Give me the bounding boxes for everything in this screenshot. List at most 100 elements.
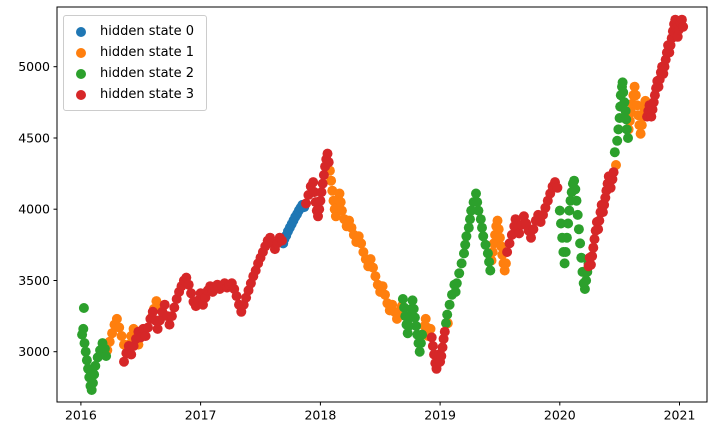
data-point-hidden-state-3 [322,148,333,159]
data-point-hidden-state-2 [407,295,418,306]
data-point-hidden-state-2 [482,248,493,259]
data-point-hidden-state-3 [186,288,197,299]
data-point-hidden-state-2 [459,248,469,259]
data-point-hidden-state-3 [140,331,151,341]
data-point-hidden-state-2 [561,232,572,243]
data-point-hidden-state-3 [587,251,598,262]
data-point-hidden-state-1 [370,271,381,282]
data-point-hidden-state-3 [594,215,605,226]
x-axis-tick-label: 2021 [664,408,696,423]
y-axis-tick-label: 4500 [18,131,50,146]
data-point-hidden-state-2 [559,258,570,269]
y-axis-tick-label: 5000 [18,59,50,74]
data-point-hidden-state-2 [444,299,455,310]
data-point-hidden-state-3 [439,326,450,337]
legend-marker-icon [76,68,86,79]
data-point-hidden-state-1 [380,289,390,300]
legend-item-2: hidden state 2 [72,63,194,84]
data-point-hidden-state-3 [126,349,137,360]
data-point-hidden-state-3 [316,187,327,198]
data-point-hidden-state-2 [414,346,425,357]
data-point-hidden-state-2 [466,205,477,216]
legend-marker-icon [76,47,86,58]
data-point-hidden-state-2 [576,252,587,263]
legend-label: hidden state 0 [100,24,195,39]
data-point-hidden-state-3 [552,182,563,193]
data-point-hidden-state-3 [426,332,437,343]
data-point-hidden-state-2 [465,214,475,225]
data-point-hidden-state-3 [309,187,320,198]
legend-label: hidden state 2 [100,66,195,81]
data-point-hidden-state-1 [356,238,367,249]
data-point-hidden-state-1 [334,188,345,199]
data-point-hidden-state-3 [166,311,177,322]
data-point-hidden-state-3 [143,322,153,333]
data-point-hidden-state-1 [630,90,641,101]
data-point-hidden-state-2 [397,294,408,304]
data-point-hidden-state-2 [78,323,89,334]
data-point-hidden-state-3 [427,341,438,351]
data-point-hidden-state-2 [78,303,89,313]
data-point-hidden-state-3 [436,351,447,361]
legend-marker-icon [76,89,86,100]
data-point-hidden-state-2 [573,224,584,235]
data-point-hidden-state-3 [514,228,525,239]
data-point-hidden-state-3 [169,302,180,313]
legend-label: hidden state 1 [100,45,195,60]
data-point-hidden-state-3 [588,242,599,253]
data-point-hidden-state-3 [585,259,596,270]
data-point-hidden-state-2 [609,147,620,158]
legend-item-0: hidden state 0 [72,21,194,42]
data-point-hidden-state-2 [441,318,451,329]
data-point-hidden-state-2 [473,205,484,216]
data-point-hidden-state-1 [116,331,127,341]
data-point-hidden-state-3 [593,224,604,235]
data-point-hidden-state-2 [572,209,583,220]
data-point-hidden-state-3 [437,342,448,353]
x-axis-tick-label: 2020 [544,408,576,423]
data-point-hidden-state-1 [335,197,346,208]
data-point-hidden-state-3 [159,299,170,310]
data-point-hidden-state-2 [563,218,574,229]
data-point-hidden-state-2 [456,258,467,269]
data-point-hidden-state-2 [450,286,461,297]
data-point-hidden-state-3 [608,167,619,178]
data-point-hidden-state-2 [463,222,474,233]
data-point-hidden-state-2 [579,284,590,294]
data-point-hidden-state-2 [618,87,629,98]
data-point-hidden-state-3 [605,182,616,193]
data-point-hidden-state-3 [152,323,163,334]
data-point-hidden-state-2 [80,346,91,357]
legend-item-1: hidden state 1 [72,42,194,63]
data-point-hidden-state-2 [575,238,586,249]
data-point-hidden-state-2 [484,256,495,267]
data-point-hidden-state-1 [336,205,347,216]
data-point-hidden-state-2 [581,275,592,286]
data-point-hidden-state-2 [461,231,472,242]
data-point-hidden-state-2 [571,195,582,206]
data-point-hidden-state-2 [411,321,422,331]
data-point-hidden-state-1 [365,254,376,265]
data-point-hidden-state-1 [635,128,646,139]
data-point-hidden-state-2 [475,214,486,225]
data-point-hidden-state-1 [151,296,162,307]
y-axis-tick-label: 3000 [18,344,50,359]
data-point-hidden-state-2 [556,218,566,229]
plot-border [56,6,708,403]
data-point-hidden-state-3 [277,235,287,246]
data-point-hidden-state-1 [494,232,505,243]
data-point-hidden-state-2 [87,378,98,388]
data-point-hidden-state-2 [403,321,414,331]
data-point-hidden-state-1 [420,313,431,324]
x-axis-tick-label: 2018 [304,408,336,423]
data-point-hidden-state-1 [114,322,125,333]
data-point-hidden-state-1 [111,313,122,324]
data-point-hidden-state-2 [612,135,623,146]
data-point-hidden-state-2 [617,77,628,88]
data-point-hidden-state-2 [554,205,565,216]
data-point-hidden-state-3 [589,234,600,245]
data-point-hidden-state-2 [564,205,575,216]
data-point-hidden-state-2 [415,338,426,349]
